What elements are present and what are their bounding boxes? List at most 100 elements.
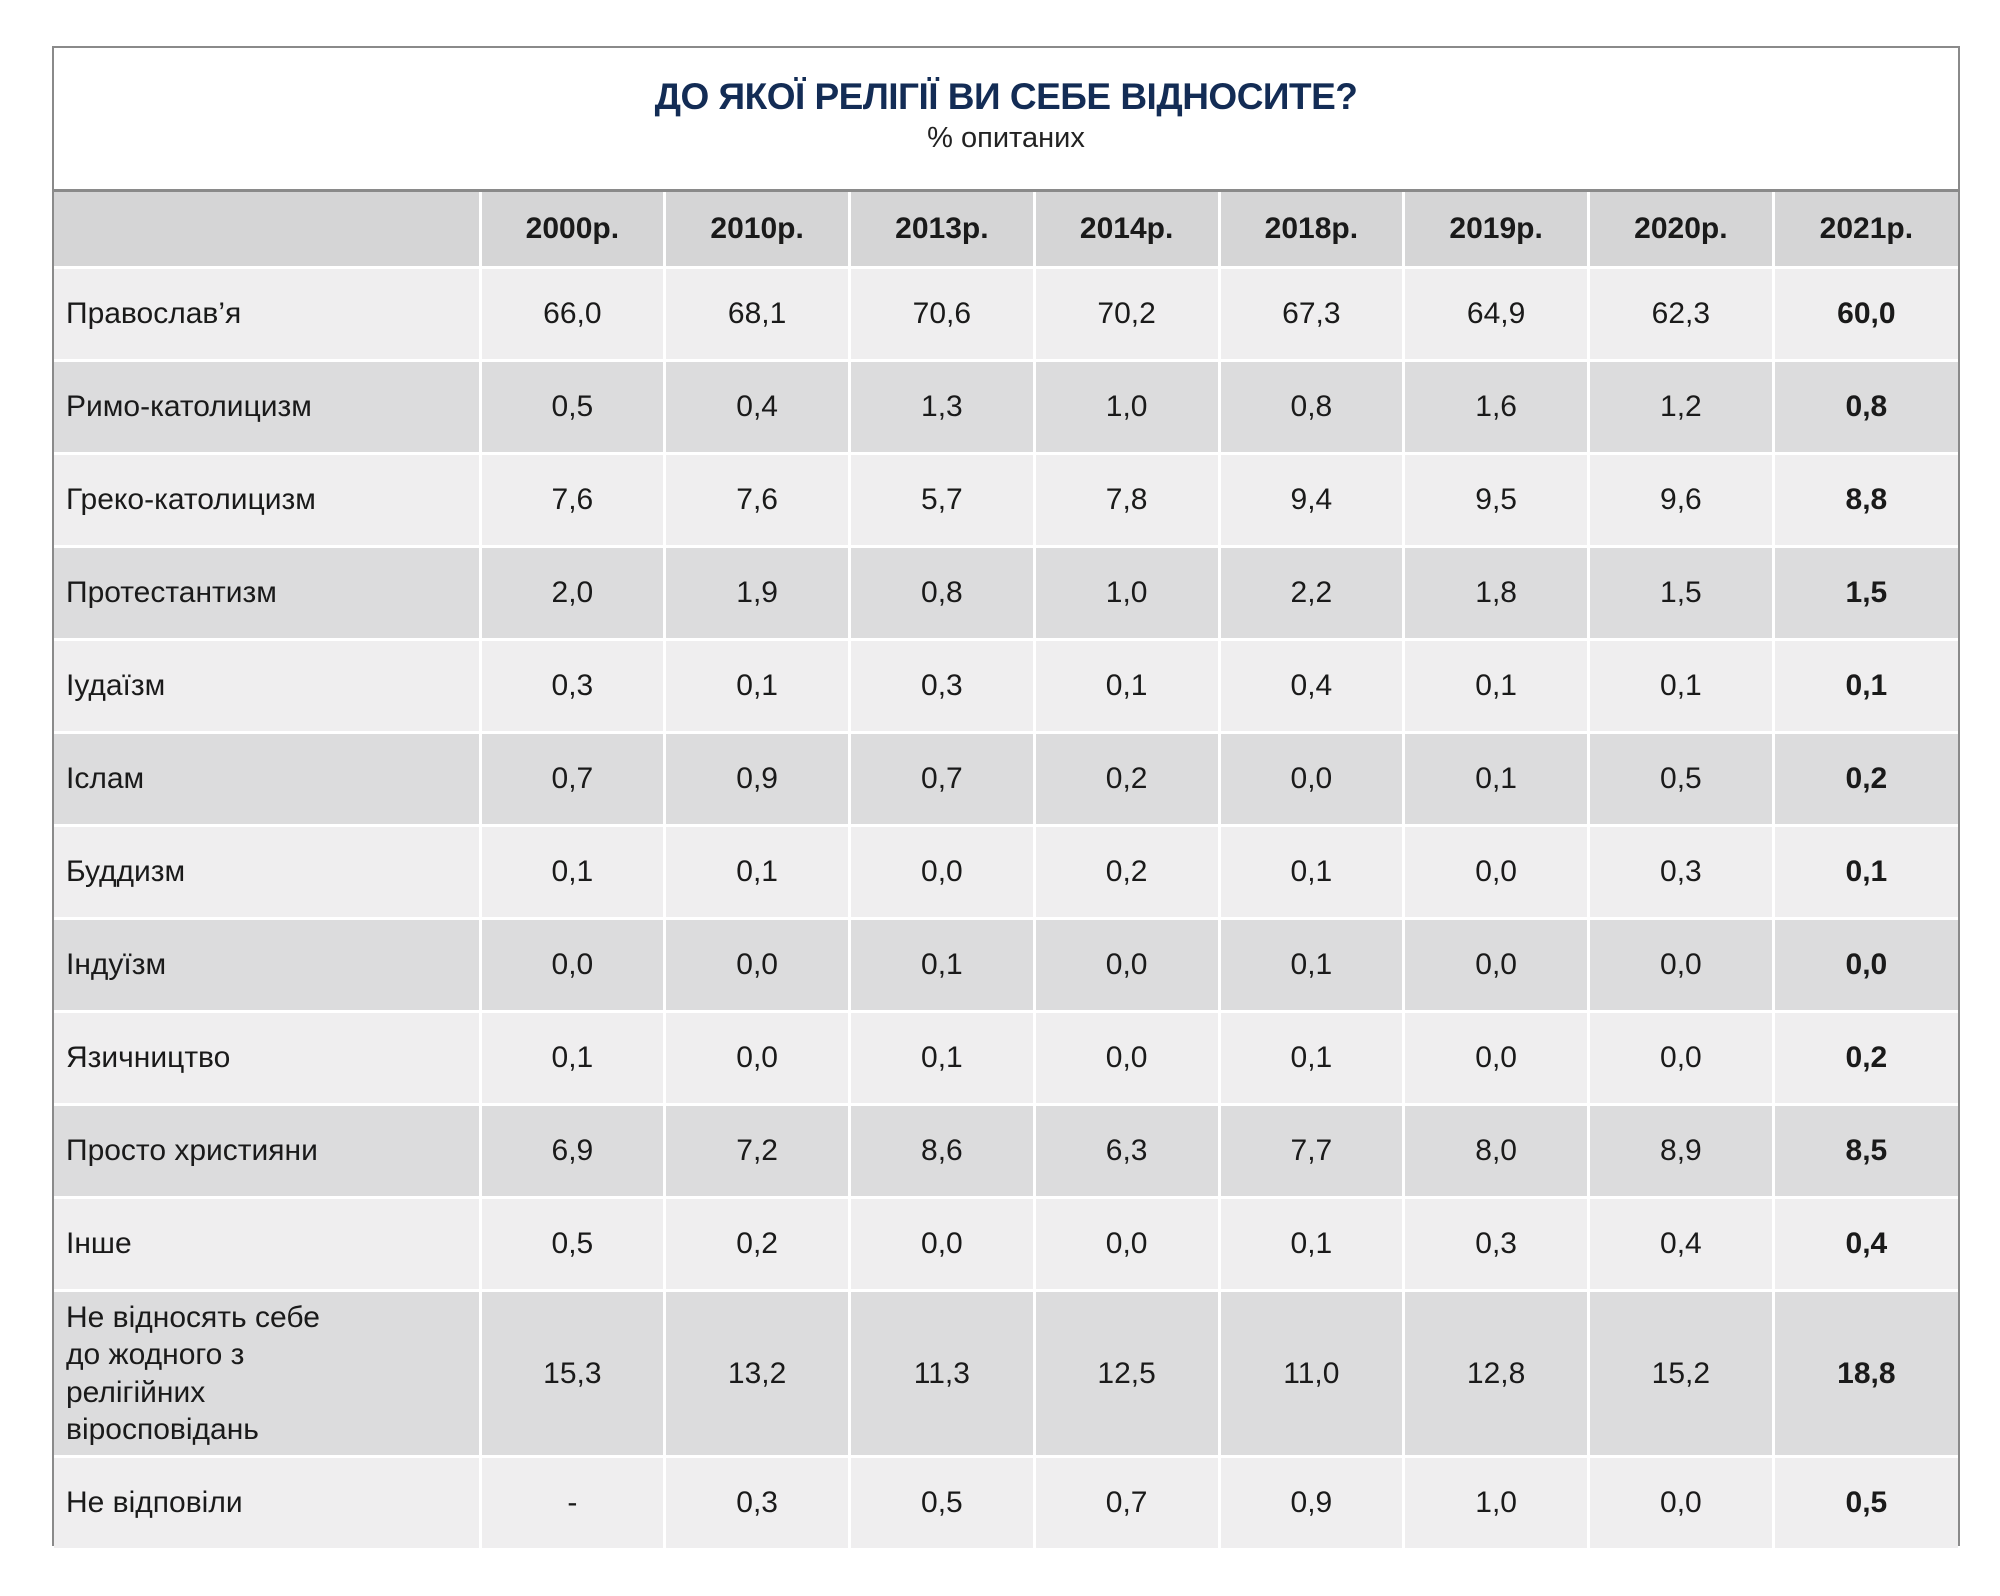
value-cell: 7,2 — [664, 1104, 851, 1199]
column-header: 2018р. — [1219, 192, 1406, 269]
value-cell: 0,4 — [664, 360, 851, 455]
value-cell: 0,3 — [1588, 825, 1775, 920]
row-label: Римо-католицизм — [54, 360, 482, 455]
value-cell: 0,4 — [1773, 1197, 1958, 1292]
value-cell: 7,7 — [1219, 1104, 1406, 1199]
value-cell: 0,3 — [849, 639, 1036, 734]
table-row: Буддизм 0,1 0,1 0,0 0,2 0,1 0,0 0,3 0,1 — [54, 825, 1958, 920]
table-row: Язичництво 0,1 0,0 0,1 0,0 0,1 0,0 0,0 0,2 — [54, 1011, 1958, 1106]
value-cell: 0,0 — [1034, 918, 1221, 1013]
value-cell: 0,0 — [480, 918, 667, 1013]
table-row: Греко-католицизм 7,6 7,6 5,7 7,8 9,4 9,5 9,6 8,8 — [54, 453, 1958, 548]
column-header: 2020р. — [1588, 192, 1775, 269]
header-row: 2000р. 2010р. 2013р. 2014р. 2018р. 2019р. 2020… — [54, 192, 1958, 269]
value-cell: 0,2 — [1773, 732, 1958, 827]
value-cell: 11,3 — [849, 1290, 1036, 1458]
value-cell: 0,5 — [480, 360, 667, 455]
table-row: Не відносять себе до жодного з релігійни… — [54, 1290, 1958, 1458]
religion-table: 2000р. 2010р. 2013р. 2014р. 2018р. 2019р. 2020… — [54, 192, 1958, 1551]
value-cell: 0,1 — [480, 1011, 667, 1106]
value-cell: 0,1 — [1219, 825, 1406, 920]
row-label: Просто християни — [54, 1104, 482, 1199]
table-row: Римо-католицизм 0,5 0,4 1,3 1,0 0,8 1,6 1,2 0,8 — [54, 360, 1958, 455]
row-label: Не відповіли — [54, 1456, 482, 1551]
religion-table-panel: ДО ЯКОЇ РЕЛІГІЇ ВИ СЕБЕ ВІДНОСИТЕ? % опи… — [52, 46, 1960, 1551]
value-cell: 0,3 — [1403, 1197, 1590, 1292]
value-cell: 0,3 — [664, 1456, 851, 1551]
value-cell: 0,0 — [664, 918, 851, 1013]
value-cell: 1,9 — [664, 546, 851, 641]
value-cell: 0,8 — [1773, 360, 1958, 455]
row-label: Язичництво — [54, 1011, 482, 1106]
value-cell: 0,1 — [480, 825, 667, 920]
value-cell: 0,1 — [1773, 825, 1958, 920]
value-cell: 0,1 — [1219, 1011, 1406, 1106]
column-header: 2019р. — [1403, 192, 1590, 269]
table-row: Індуїзм 0,0 0,0 0,1 0,0 0,1 0,0 0,0 0,0 — [54, 918, 1958, 1013]
table-row: Протестантизм 2,0 1,9 0,8 1,0 2,2 1,8 1,5 1,5 — [54, 546, 1958, 641]
value-cell: 0,0 — [1219, 732, 1406, 827]
value-cell: 0,0 — [849, 1197, 1036, 1292]
value-cell: 0,4 — [1588, 1197, 1775, 1292]
value-cell: 8,8 — [1773, 453, 1958, 548]
value-cell: 0,1 — [664, 639, 851, 734]
value-cell: 1,0 — [1034, 546, 1221, 641]
value-cell: 0,0 — [1403, 825, 1590, 920]
value-cell: 6,3 — [1034, 1104, 1221, 1199]
value-cell: 0,1 — [1219, 918, 1406, 1013]
value-cell: 0,0 — [1034, 1197, 1221, 1292]
table-header: ДО ЯКОЇ РЕЛІГІЇ ВИ СЕБЕ ВІДНОСИТЕ? % опи… — [54, 48, 1958, 192]
value-cell: 0,1 — [1403, 732, 1590, 827]
value-cell: 0,0 — [1403, 918, 1590, 1013]
value-cell: 0,0 — [1034, 1011, 1221, 1106]
value-cell: 64,9 — [1403, 267, 1590, 362]
value-cell: 0,5 — [480, 1197, 667, 1292]
table-row: Не відповіли -0,3 0,5 0,7 0,9 1,0 0,0 0,5 — [54, 1456, 1958, 1551]
table-title: ДО ЯКОЇ РЕЛІГІЇ ВИ СЕБЕ ВІДНОСИТЕ? — [654, 76, 1358, 117]
value-cell: 67,3 — [1219, 267, 1406, 362]
value-cell: 9,6 — [1588, 453, 1775, 548]
value-cell: 0,1 — [1219, 1197, 1406, 1292]
value-cell: 70,2 — [1034, 267, 1221, 362]
value-cell: 66,0 — [480, 267, 667, 362]
value-cell: 0,7 — [480, 732, 667, 827]
value-cell: 13,2 — [664, 1290, 851, 1458]
value-cell: 2,0 — [480, 546, 667, 641]
value-cell: 5,7 — [849, 453, 1036, 548]
value-cell: 0,2 — [1773, 1011, 1958, 1106]
row-label: Інше — [54, 1197, 482, 1292]
corner-cell — [54, 192, 482, 269]
value-cell: 12,5 — [1034, 1290, 1221, 1458]
value-cell: 62,3 — [1588, 267, 1775, 362]
row-label: Іудаїзм — [54, 639, 482, 734]
value-cell: 0,0 — [1588, 1456, 1775, 1551]
value-cell: 7,8 — [1034, 453, 1221, 548]
value-cell: 1,2 — [1588, 360, 1775, 455]
value-cell: 0,5 — [849, 1456, 1036, 1551]
value-cell: 0,5 — [1773, 1456, 1958, 1551]
value-cell: 0,0 — [664, 1011, 851, 1106]
value-cell: 0,9 — [664, 732, 851, 827]
row-label: Буддизм — [54, 825, 482, 920]
value-cell: 1,6 — [1403, 360, 1590, 455]
value-cell: 0,1 — [664, 825, 851, 920]
row-label: Іслам — [54, 732, 482, 827]
value-cell: 70,6 — [849, 267, 1036, 362]
value-cell: 0,8 — [849, 546, 1036, 641]
row-label: Індуїзм — [54, 918, 482, 1013]
value-cell: 7,6 — [664, 453, 851, 548]
value-cell: 1,5 — [1588, 546, 1775, 641]
value-cell: 8,9 — [1588, 1104, 1775, 1199]
value-cell: 0,8 — [1219, 360, 1406, 455]
value-cell: 0,1 — [1588, 639, 1775, 734]
value-cell: 0,1 — [1773, 639, 1958, 734]
value-cell: 9,5 — [1403, 453, 1590, 548]
row-label: Греко-католицизм — [54, 453, 482, 548]
value-cell: 15,3 — [480, 1290, 667, 1458]
value-cell: 0,2 — [664, 1197, 851, 1292]
value-cell: 0,7 — [849, 732, 1036, 827]
value-cell: 0,0 — [849, 825, 1036, 920]
column-header: 2021р. — [1773, 192, 1958, 269]
value-cell: 0,1 — [849, 1011, 1036, 1106]
value-cell: 0,1 — [1403, 639, 1590, 734]
